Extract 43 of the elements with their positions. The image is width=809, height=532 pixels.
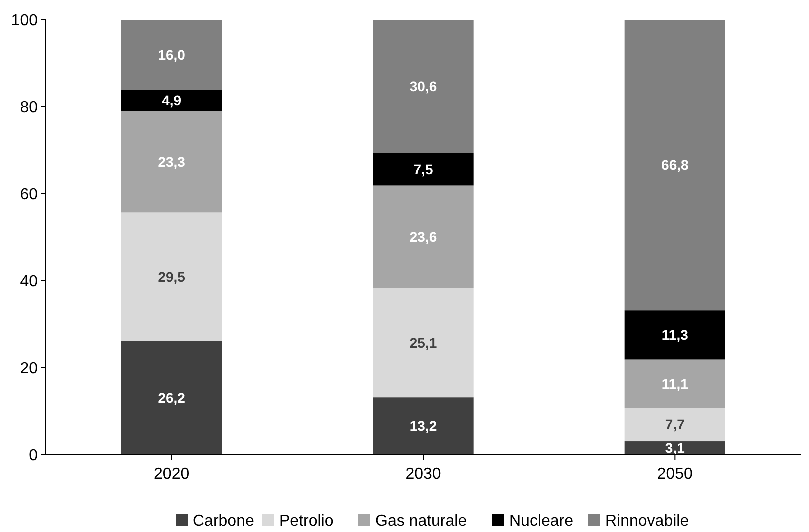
x-tick-label: 2020 xyxy=(154,466,190,483)
data-label: 25,1 xyxy=(410,334,438,351)
data-label: 11,1 xyxy=(662,376,689,392)
y-tick-label: 80 xyxy=(20,100,38,117)
data-label: 16,0 xyxy=(158,47,186,64)
bar xyxy=(373,398,474,455)
legend-label: Carbone xyxy=(193,513,254,530)
bar xyxy=(624,310,726,360)
data-label: 13,2 xyxy=(410,418,438,434)
y-tick-label: 100 xyxy=(11,12,38,30)
data-label: 4,9 xyxy=(162,92,182,109)
data-label: 3,1 xyxy=(665,440,686,456)
data-label: 66,8 xyxy=(662,157,690,174)
y-tick-label: 20 xyxy=(20,360,38,378)
legend-label: Rinnovabile xyxy=(606,513,690,530)
bar xyxy=(624,360,726,408)
legend-label: Gas naturale xyxy=(376,513,468,530)
data-label: 7,7 xyxy=(665,416,686,433)
bar xyxy=(122,341,222,455)
data-label: 7,5 xyxy=(414,161,434,178)
bar xyxy=(122,212,222,342)
bar xyxy=(122,111,222,213)
y-tick-label: 60 xyxy=(20,186,38,204)
data-label: 30,6 xyxy=(410,78,438,94)
bar xyxy=(373,186,474,288)
x-tick-label: 2030 xyxy=(406,466,442,483)
bar xyxy=(373,153,474,186)
legend-label: Petrolio xyxy=(280,513,334,530)
bar xyxy=(373,288,474,398)
bar xyxy=(624,20,726,311)
x-tick-label: 2050 xyxy=(657,466,694,483)
legend-label: Nucleare xyxy=(510,513,574,530)
y-tick-label: 0 xyxy=(29,448,38,465)
data-label: 29,5 xyxy=(158,268,186,285)
data-label: 26,2 xyxy=(158,390,186,406)
bar xyxy=(122,90,222,112)
data-label: 23,6 xyxy=(410,228,438,245)
bar xyxy=(624,408,726,442)
y-tick-label: 40 xyxy=(20,274,38,291)
data-label: 23,3 xyxy=(158,154,186,170)
bar xyxy=(122,20,222,90)
data-label: 11,3 xyxy=(662,327,689,344)
bar xyxy=(373,20,474,154)
